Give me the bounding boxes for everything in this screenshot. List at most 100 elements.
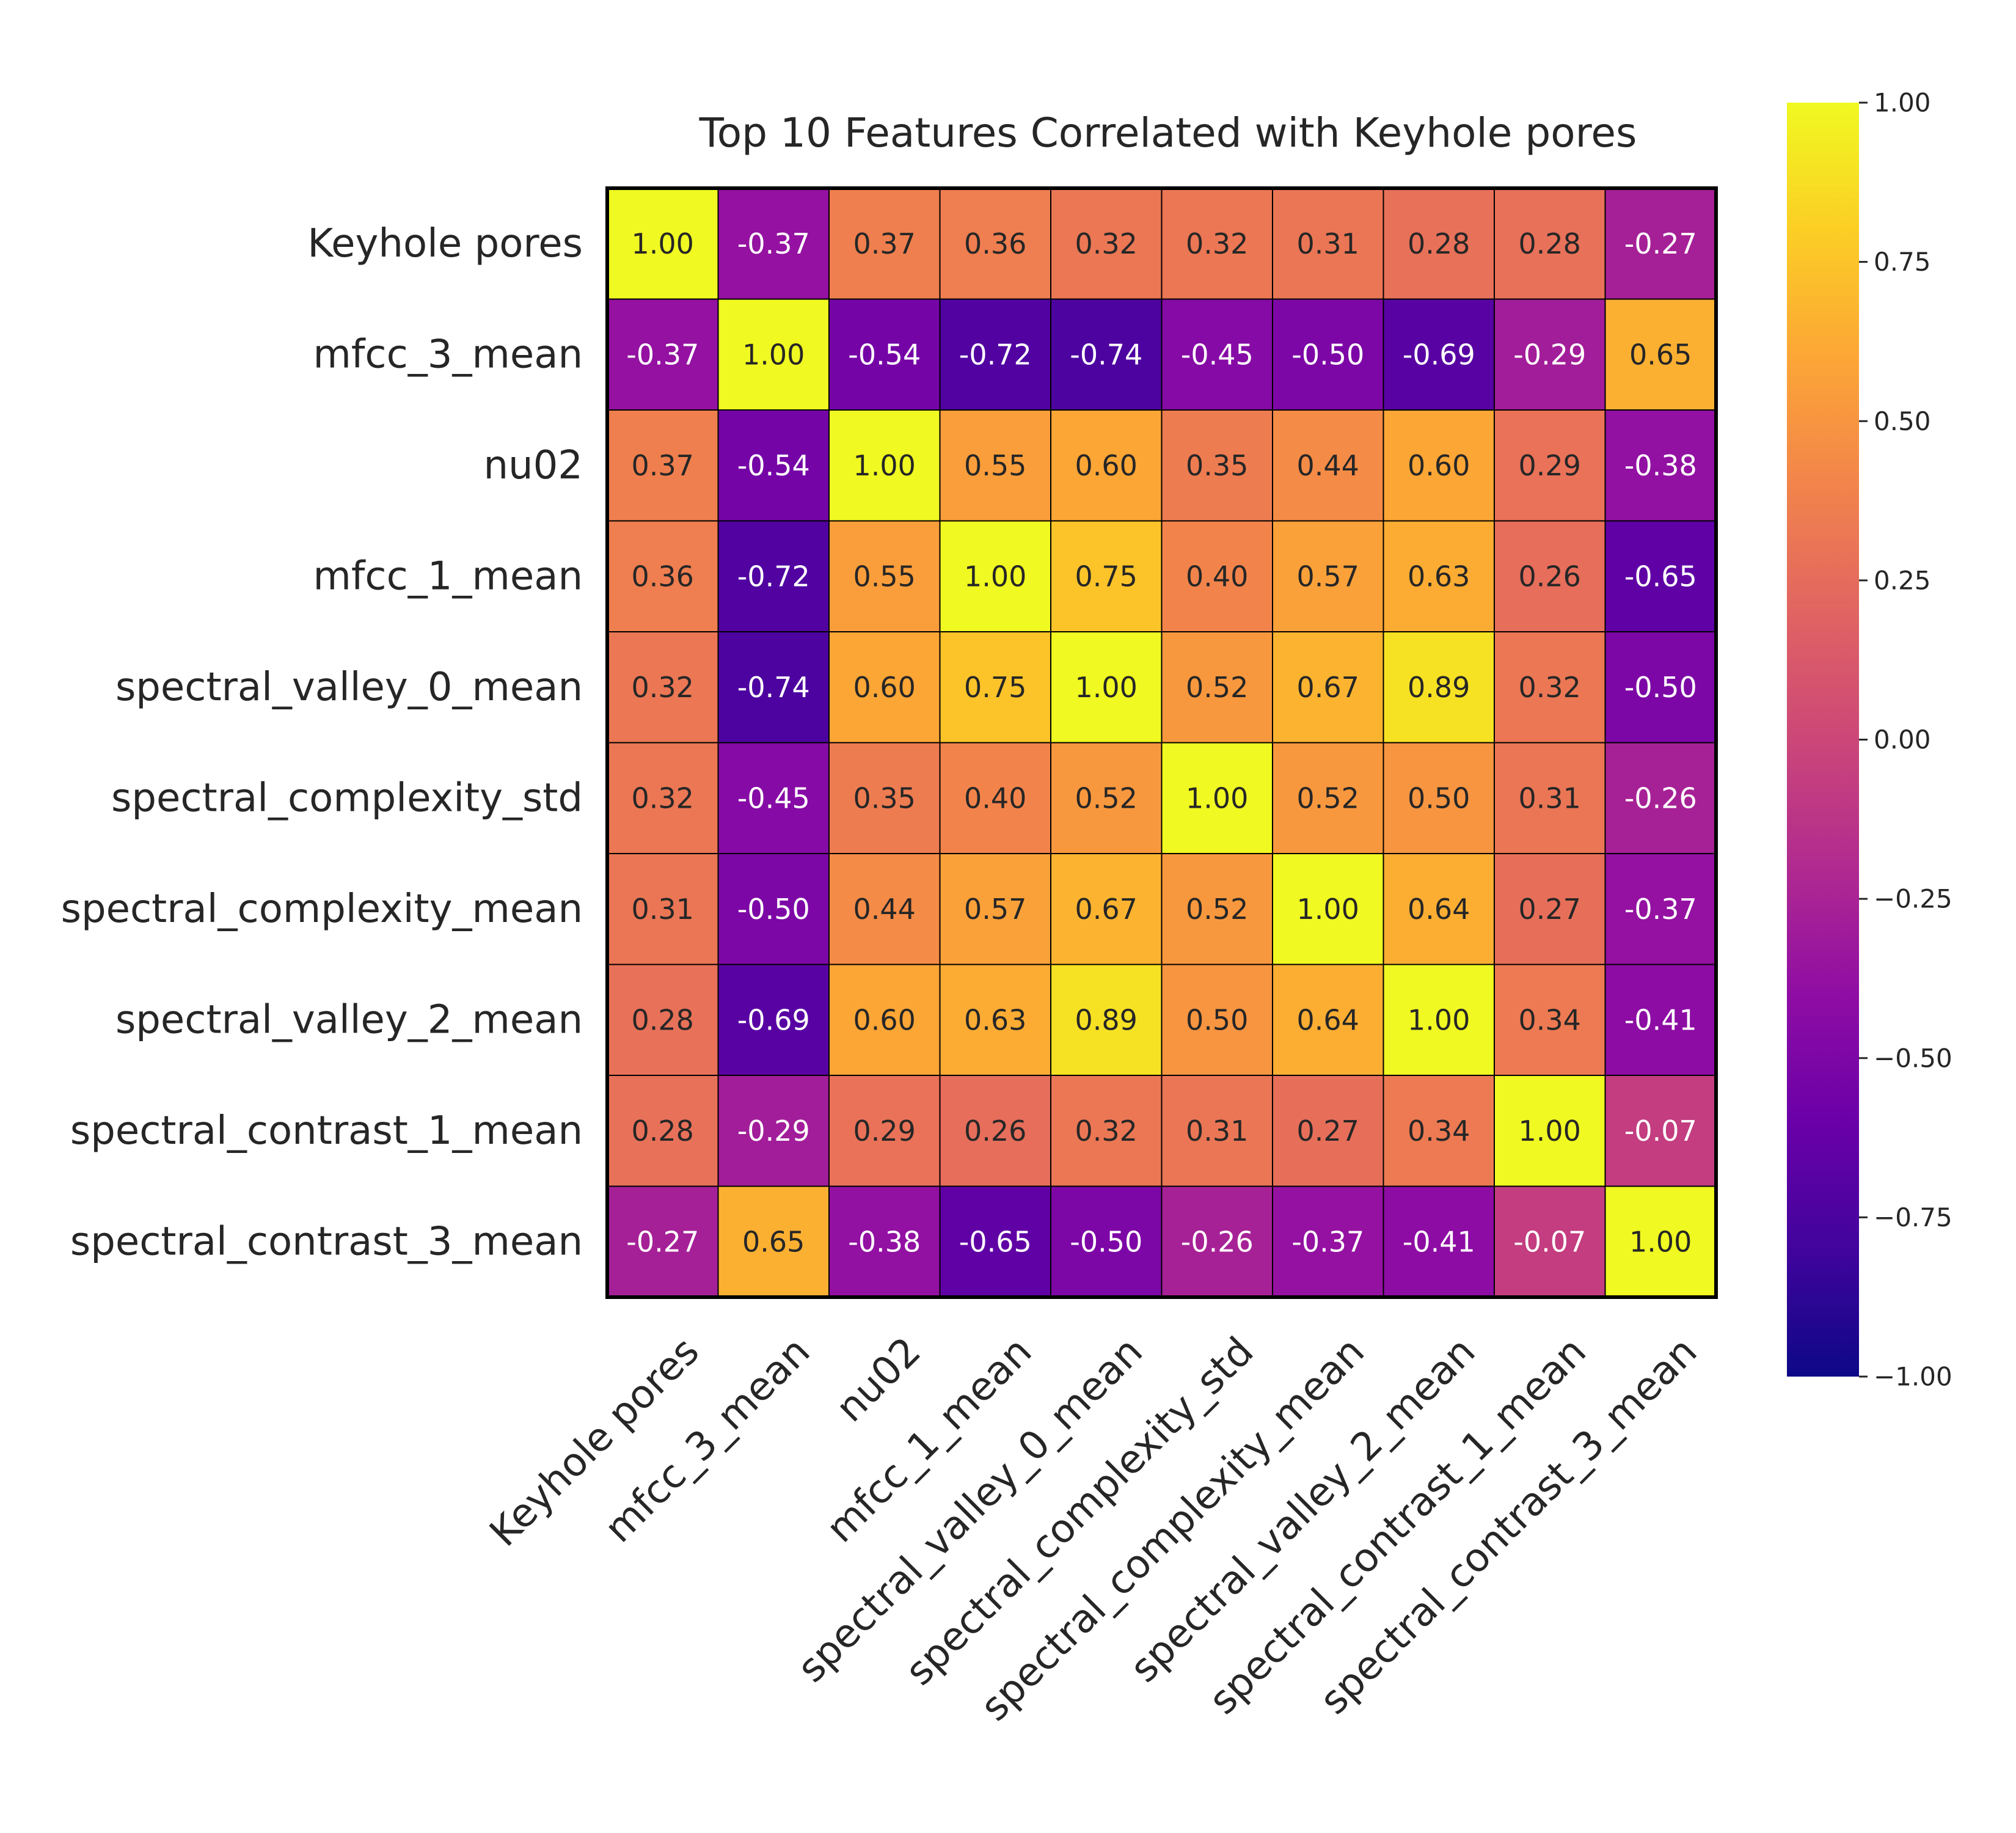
cell-value-label: 0.35 <box>1186 449 1248 482</box>
cell-value-label: -0.41 <box>1403 1225 1475 1258</box>
cell-value-label: 0.52 <box>1297 781 1359 814</box>
colorbar-tick-label: −0.75 <box>1874 1202 1952 1232</box>
cell-value-label: -0.41 <box>1624 1003 1697 1036</box>
cell-value-label: -0.50 <box>1624 671 1697 704</box>
heatmap-cell <box>1494 853 1606 965</box>
cell-value-label: -0.50 <box>737 893 810 926</box>
cell-value-label: 1.00 <box>853 449 916 482</box>
heatmap-cell <box>828 409 941 522</box>
heatmap-cell <box>1604 853 1717 965</box>
cell-value-label: 0.64 <box>1408 893 1470 926</box>
heatmap-cell <box>1494 964 1606 1076</box>
colorbar-tick-label: 0.75 <box>1874 247 1931 277</box>
heatmap-cell <box>1382 964 1495 1076</box>
heatmap-cell <box>1604 298 1717 411</box>
cell-value-label: 0.50 <box>1408 781 1470 814</box>
heatmap-cell <box>1050 188 1163 300</box>
cell-value-label: 0.44 <box>1297 449 1359 482</box>
heatmap-cell <box>1494 409 1606 522</box>
cell-value-label: -0.37 <box>1624 893 1697 926</box>
heatmap-cell <box>1050 1075 1163 1187</box>
heatmap-cell <box>1050 298 1163 411</box>
cell-value-label: -0.65 <box>959 1225 1032 1258</box>
heatmap-cell <box>717 298 830 411</box>
heatmap-cell <box>1050 742 1163 854</box>
cell-value-label: -0.50 <box>1291 338 1364 371</box>
heatmap-cell <box>939 853 1051 965</box>
cell-value-label: 0.31 <box>1519 781 1581 814</box>
cell-value-label: 0.64 <box>1297 1003 1359 1036</box>
heatmap-cell <box>939 742 1051 854</box>
heatmap-cell <box>717 409 830 522</box>
heatmap-cell <box>1161 631 1273 744</box>
cell-value-label: 0.55 <box>964 449 1026 482</box>
heatmap-cell <box>607 742 719 854</box>
cell-value-label: 0.32 <box>632 671 694 704</box>
cell-value-label: 0.32 <box>1519 671 1581 704</box>
cell-value-label: -0.72 <box>737 560 810 593</box>
heatmap-cell <box>717 1185 830 1298</box>
heatmap-cell <box>1272 631 1384 744</box>
row-label: spectral_valley_2_mean <box>115 997 583 1042</box>
cell-value-label: -0.72 <box>959 338 1032 371</box>
cell-value-label: 0.52 <box>1186 893 1248 926</box>
cell-value-label: 1.00 <box>1408 1003 1470 1036</box>
cell-value-label: 0.60 <box>1408 449 1470 482</box>
cell-value-label: 1.00 <box>1519 1114 1581 1147</box>
cell-value-label: -0.07 <box>1624 1114 1697 1147</box>
cell-value-label: 0.65 <box>742 1225 805 1258</box>
cell-value-label: 0.27 <box>1297 1114 1359 1147</box>
heatmap-cell <box>939 1185 1051 1298</box>
heatmap-cell <box>1382 631 1495 744</box>
heatmap-cell <box>1161 1075 1273 1187</box>
heatmap-cell <box>1494 520 1606 632</box>
cell-value-label: -0.37 <box>1291 1225 1364 1258</box>
cell-value-label: 0.89 <box>1075 1003 1138 1036</box>
heatmap-cell <box>1272 1185 1384 1298</box>
heatmap-cell <box>939 298 1051 411</box>
row-label: mfcc_3_mean <box>313 332 583 377</box>
cell-value-label: 0.31 <box>632 893 694 926</box>
cell-value-label: 0.75 <box>964 671 1026 704</box>
cell-value-label: 0.60 <box>853 1003 916 1036</box>
heatmap-cell <box>1050 1185 1163 1298</box>
heatmap-cell <box>1494 742 1606 854</box>
cell-value-label: 0.28 <box>632 1003 694 1036</box>
cell-value-label: -0.27 <box>1624 227 1697 260</box>
cell-value-label: -0.27 <box>626 1225 699 1258</box>
cell-value-label: 0.57 <box>1297 560 1359 593</box>
cell-value-label: 1.00 <box>632 227 694 260</box>
cell-value-label: 1.00 <box>1629 1225 1692 1258</box>
cell-value-label: 0.32 <box>632 781 694 814</box>
heatmap-cells: 1.00 -0.37 0.37 0.36 0.32 0.32 0.31 0.28 0.28 -0.… <box>607 188 1717 1298</box>
cell-value-label: -0.26 <box>1624 781 1697 814</box>
colorbar <box>1787 103 1859 1377</box>
column-label: nu02 <box>828 1329 930 1431</box>
colorbar-tick-label: −0.50 <box>1874 1043 1952 1073</box>
cell-value-label: 0.29 <box>1519 449 1581 482</box>
cell-value-label: 0.34 <box>1408 1114 1470 1147</box>
cell-value-label: -0.74 <box>1070 338 1142 371</box>
colorbar-tick-label: 1.00 <box>1874 88 1931 118</box>
heatmap-cell <box>1382 853 1495 965</box>
heatmap-cell <box>939 188 1051 300</box>
heatmap-cell <box>1272 409 1384 522</box>
cell-value-label: 0.57 <box>964 893 1026 926</box>
cell-value-label: 0.60 <box>1075 449 1138 482</box>
cell-value-label: 0.60 <box>853 671 916 704</box>
cell-value-label: 0.26 <box>964 1114 1026 1147</box>
cell-value-label: 0.67 <box>1297 671 1359 704</box>
row-label: Keyhole pores <box>307 221 583 266</box>
cell-value-label: -0.29 <box>737 1114 810 1147</box>
cell-value-label: 0.32 <box>1075 227 1138 260</box>
cell-value-label: 0.31 <box>1186 1114 1248 1147</box>
heatmap-cell <box>1604 188 1717 300</box>
heatmap-cell <box>828 631 941 744</box>
heatmap-frame <box>605 186 1718 1299</box>
heatmap-cell <box>828 1075 941 1187</box>
cell-value-label: -0.29 <box>1513 338 1586 371</box>
column-label: mfcc_3_mean <box>596 1329 819 1551</box>
heatmap-cell <box>1382 520 1495 632</box>
cell-value-label: -0.45 <box>1181 338 1254 371</box>
cell-value-label: 0.50 <box>1186 1003 1248 1036</box>
